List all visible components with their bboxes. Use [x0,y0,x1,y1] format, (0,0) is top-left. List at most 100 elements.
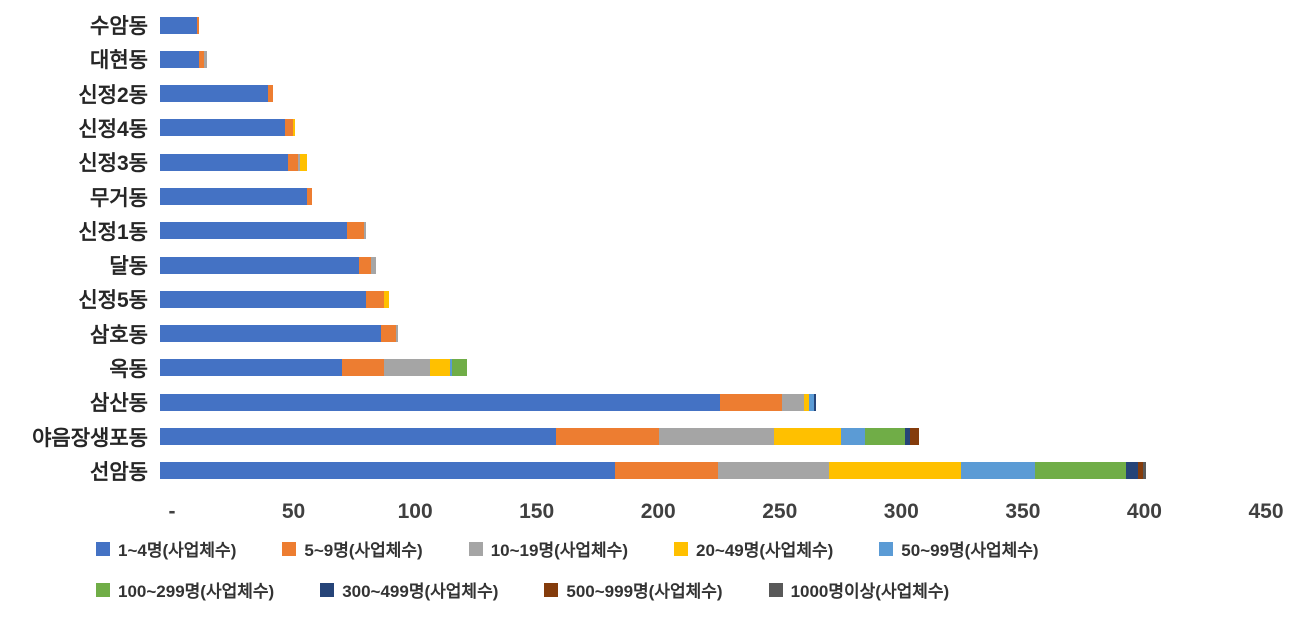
bar-track [160,85,1266,103]
legend-label: 300~499명(사업체수) [342,582,499,601]
bar-segment [307,188,313,206]
x-tick-label: 100 [397,500,433,523]
bar-segment [160,325,382,343]
legend-swatch [468,541,483,556]
x-tick-label: - [168,500,176,523]
legend-label: 1000명이상(사업체수) [790,582,950,601]
legend-row: 100~299명(사업체수) 300~499명(사업체수) 500~999명(사업체… [96,577,1304,602]
category-label: 신정5동 [78,289,148,313]
legend-label: 10~19명(사업체수) [490,541,628,560]
bar-row: 옥동 [0,351,1304,385]
bar-row: 선암동 [0,454,1304,488]
bar-segment [160,85,269,103]
bar-segment [717,462,829,480]
bar-segment [359,256,372,274]
bar-segment [658,428,775,446]
category-label: 무거동 [90,186,148,210]
legend-label: 5~9명(사업체수) [304,541,423,560]
category-label: 야음장생포동 [32,426,148,450]
bar-segment [828,462,962,480]
legend-swatch [320,582,335,597]
bar-track [160,256,1266,274]
x-tick-label: 450 [1248,500,1284,523]
bar-segment [909,428,920,446]
bar-segment [160,393,721,411]
legend-item: 20~49명(사업체수) [674,536,833,561]
bar-row: 수암동 [0,8,1304,42]
bar-segment [430,359,450,377]
x-axis: - 50 100 150 200 250 300 350 400 450 [168,488,1284,532]
category-label: 옥동 [109,357,148,381]
legend-label: 1~4명(사업체수) [118,541,237,560]
bar-row: 삼호동 [0,317,1304,351]
bar-track [160,290,1266,308]
bar-segment [1034,462,1126,480]
bar-segment [450,359,453,377]
bar-segment [160,256,360,274]
bar-row: 대현동 [0,42,1304,76]
bar-segment [268,85,274,103]
x-tick-label: 400 [1126,500,1162,523]
bar-segment [720,393,782,411]
x-tick-label: 200 [640,500,676,523]
bar-track [160,119,1266,137]
legend-swatch [674,541,688,556]
x-tick-label: 350 [1005,500,1041,523]
legend-swatch [544,582,559,597]
bar-row: 삼산동 [0,385,1304,419]
bar-segment [840,428,866,446]
bar-segment [904,428,910,446]
bar-segment [160,153,288,171]
bar-segment [452,359,468,377]
bar-row: 야음장생포동 [0,419,1304,453]
bar-segment [1125,462,1139,480]
bar-segment [383,290,389,308]
legend-label: 20~49명(사업체수) [696,541,834,560]
legend-item: 1000명이상(사업체수) [768,577,950,602]
bar-segment [199,50,205,68]
legend-swatch [96,582,110,597]
bar-segment [781,393,804,411]
bar-track [160,16,1266,34]
category-label: 삼호동 [90,323,148,347]
bar-track [160,188,1266,206]
bar-segment [366,290,384,308]
bar-segment [1138,462,1144,480]
bar-segment [160,119,286,137]
bar-segment [555,428,659,446]
category-label: 선암동 [90,460,148,484]
bar-segment [961,462,1035,480]
bar-segment [204,50,207,68]
bar-segment [285,119,293,137]
bar-segment [300,153,308,171]
legend-swatch [768,582,783,597]
bar-segment [341,359,384,377]
bar-track [160,393,1266,411]
bar-segment [160,290,367,308]
category-label: 신정3동 [78,152,148,176]
legend-label: 50~99명(사업체수) [901,541,1039,560]
legend-item: 10~19명(사업체수) [468,536,628,561]
bar-row: 무거동 [0,179,1304,213]
bar-segment [160,16,197,34]
bar-segment [292,119,296,137]
bar-track [160,325,1266,343]
category-label: 신정1동 [78,220,148,244]
legend-swatch [879,541,894,556]
legend-label: 500~999명(사업체수) [566,582,723,601]
legend-swatch [282,541,297,556]
bar-segment [287,153,298,171]
bar-segment [865,428,905,446]
bar-row: 신정1동 [0,214,1304,248]
bar-segment [160,462,615,480]
bar-row: 신정4동 [0,111,1304,145]
bar-segment [381,325,396,343]
bar-row: 달동 [0,248,1304,282]
bar-segment [160,188,308,206]
bar-row: 신정5동 [0,282,1304,316]
legend-item: 100~299명(사업체수) [96,577,274,602]
bar-segment [297,153,301,171]
bar-segment [1143,462,1146,480]
bar-track [160,462,1266,480]
